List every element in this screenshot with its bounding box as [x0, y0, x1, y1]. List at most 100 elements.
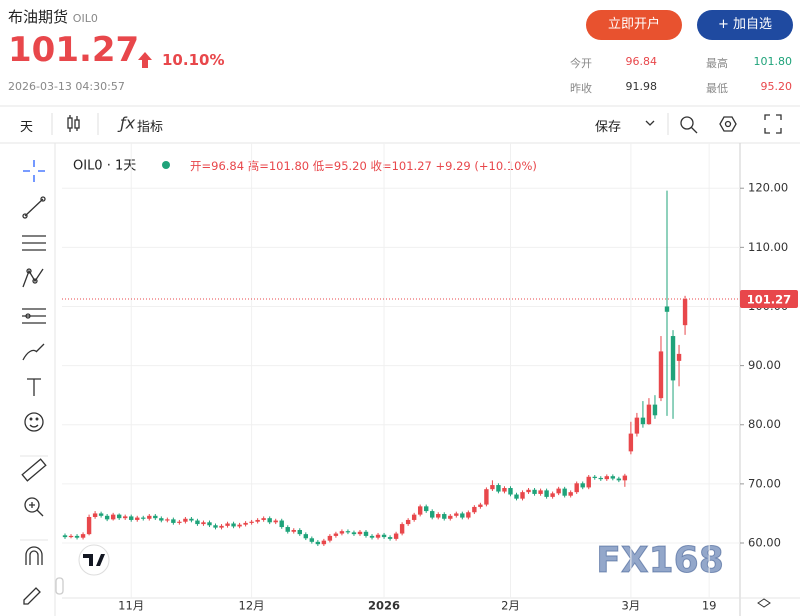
candle-body: [207, 522, 212, 526]
candle-body: [628, 433, 634, 452]
candle-body: [213, 525, 218, 528]
candle-body: [231, 523, 236, 527]
legend-item: 开=96.84: [190, 159, 244, 173]
candle-body: [243, 522, 248, 525]
candle-body: [165, 519, 170, 521]
candle-body: [556, 488, 561, 494]
candle-body: [339, 531, 345, 534]
candle-body: [514, 494, 519, 499]
change-percent: 10.10%: [162, 51, 225, 69]
legend-ohlc: 开=96.84 高=101.80 低=95.20 收=101.27 +9.29 …: [190, 159, 537, 173]
y-tick-label: 80.00: [748, 417, 781, 431]
candle-body: [195, 520, 200, 525]
candle-body: [646, 404, 652, 425]
stat-label: 最高: [706, 57, 728, 70]
y-tick-label: 90.00: [748, 358, 781, 372]
candle-body: [381, 534, 387, 538]
candle-body: [159, 518, 164, 521]
candle-body: [110, 514, 116, 520]
candle-body: [74, 535, 80, 538]
candle-body: [574, 483, 579, 493]
x-tick-label: 2026: [368, 599, 400, 613]
candle-body: [303, 534, 308, 539]
save-button[interactable]: 保存: [595, 120, 622, 135]
candle-body: [333, 533, 339, 536]
candle-body: [568, 492, 573, 496]
candle-body: [309, 538, 315, 542]
candle-body: [201, 522, 206, 525]
indicators-button[interactable]: 指标: [137, 120, 164, 135]
candle-body: [616, 478, 622, 481]
tv-logo: [78, 544, 110, 576]
candle-body: [297, 529, 302, 535]
candle-body: [68, 535, 74, 538]
candle-body: [237, 524, 242, 527]
legend-item: 收=101.27: [370, 159, 431, 173]
candle-body: [604, 476, 609, 480]
candle-body: [393, 533, 399, 539]
toolbar-icons: [51, 113, 782, 135]
candle-body: [417, 506, 423, 515]
candle-body: [62, 535, 68, 538]
candle-body: [135, 517, 140, 520]
timestamp: 2026-03-13 04:30:57: [8, 80, 125, 93]
candle-body: [460, 513, 465, 518]
candle-body: [92, 513, 98, 517]
candle-body: [538, 490, 543, 494]
candle-body: [116, 514, 122, 519]
legend-item: +9.29 (+10.10%): [436, 159, 537, 173]
candle-body: [580, 483, 585, 488]
last-price-label: 101.27: [747, 292, 791, 306]
candle-body: [80, 534, 86, 538]
candle-body: [424, 506, 429, 512]
candle-body: [442, 514, 447, 519]
candle-body: [640, 417, 646, 425]
candle-body: [315, 541, 321, 545]
candle-body: [544, 490, 549, 497]
settings-icon: [757, 598, 771, 608]
x-tick-label: 11月: [118, 599, 144, 613]
candle-body: [496, 485, 501, 492]
candle-body: [466, 512, 471, 518]
candle-body: [411, 514, 417, 520]
candle-body: [436, 514, 441, 518]
candle-body: [375, 534, 381, 538]
candle-body: [147, 515, 152, 519]
candle-body: [273, 520, 278, 523]
plot: [62, 143, 740, 598]
candle-body: [508, 488, 513, 495]
candle-body: [327, 535, 333, 541]
candle-body: [502, 488, 507, 492]
candle-body: [357, 531, 363, 535]
title: 布油期货 OIL0: [8, 6, 98, 27]
candle-body: [104, 515, 110, 520]
candle-body: [249, 521, 254, 523]
candle-body: [261, 518, 266, 520]
candle-body: [532, 489, 537, 494]
status-dot: [162, 161, 170, 169]
candle-body: [153, 515, 158, 519]
interval-button[interactable]: 天: [20, 120, 34, 135]
candle-body: [484, 489, 489, 505]
x-tick-label: 3月: [621, 599, 640, 613]
watchlist-button[interactable]: + 加自选: [697, 10, 793, 40]
candle-body: [345, 531, 351, 533]
candle-body: [177, 521, 182, 523]
candle-body: [676, 353, 682, 361]
candle-body: [610, 476, 616, 479]
candle-body: [171, 519, 176, 523]
y-tick-label: 110.00: [748, 240, 788, 254]
stat-label: 今开: [570, 57, 592, 70]
stat-value: 96.84: [625, 55, 658, 68]
stat-value: 101.80: [753, 55, 793, 68]
up-arrow: [138, 52, 152, 68]
candle-body: [183, 518, 188, 522]
last-price-tag: [740, 289, 798, 308]
candle-body: [478, 504, 483, 507]
fx-icon: ƒx: [117, 114, 136, 133]
candle-body: [189, 518, 194, 521]
candle-body: [225, 523, 230, 526]
open-account-button[interactable]: 立即开户: [586, 10, 682, 40]
